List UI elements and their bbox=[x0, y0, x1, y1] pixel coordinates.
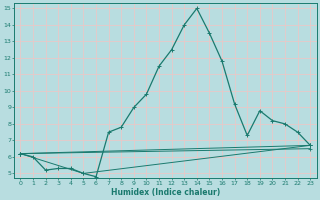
X-axis label: Humidex (Indice chaleur): Humidex (Indice chaleur) bbox=[111, 188, 220, 197]
